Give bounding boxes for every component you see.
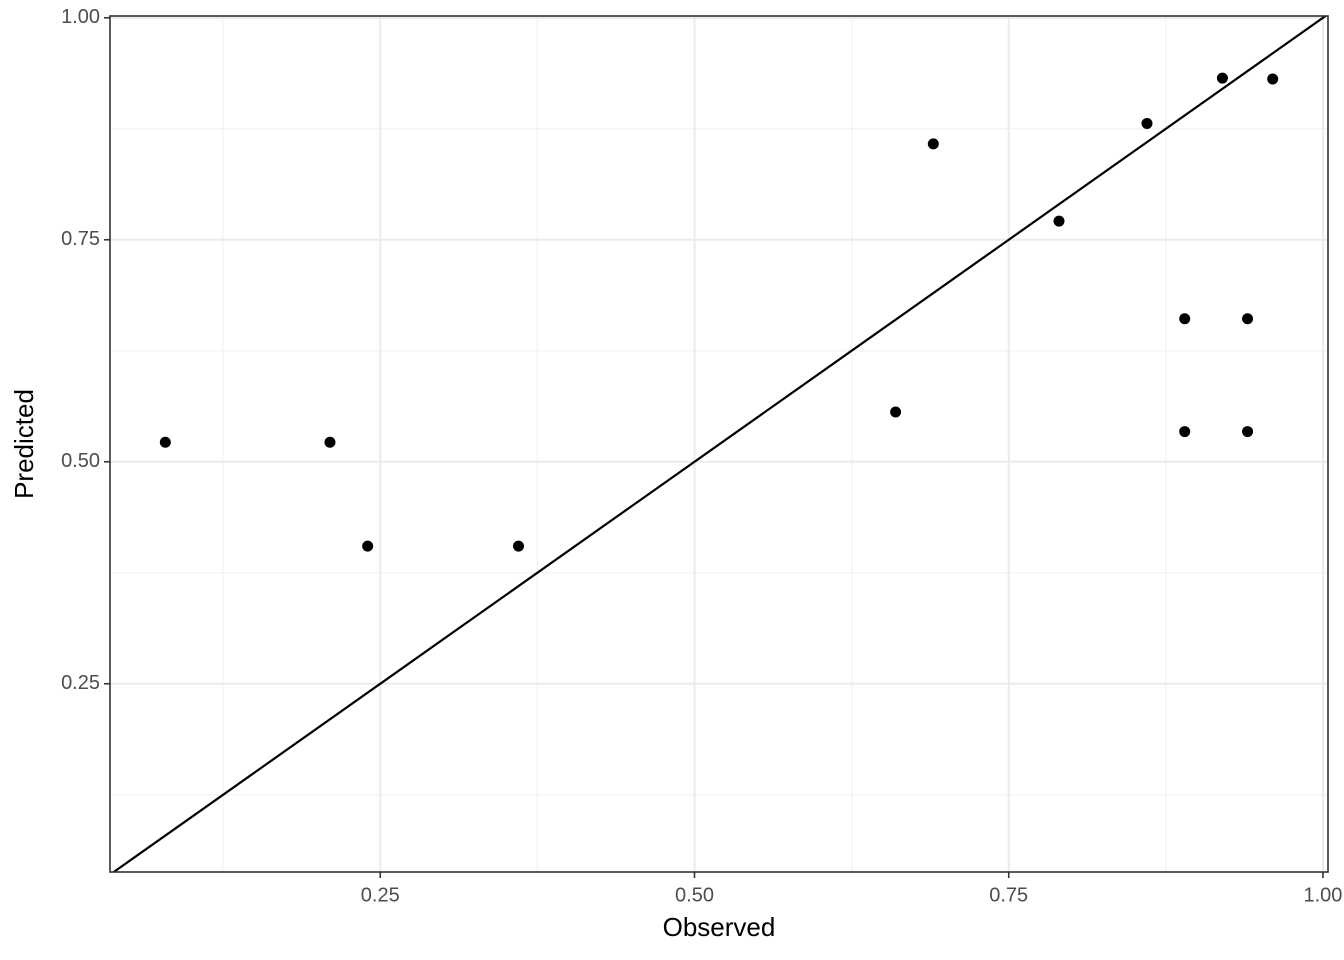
- point: [1216, 72, 1228, 84]
- x-tick-label: 0.75: [989, 884, 1028, 906]
- y-tick-label: 0.75: [61, 228, 100, 250]
- point: [890, 406, 902, 418]
- marks: [111, 16, 1328, 872]
- point: [1179, 426, 1191, 438]
- point: [1242, 313, 1254, 325]
- identity-line: [111, 16, 1328, 872]
- x-axis-title: Observed: [663, 912, 776, 942]
- x-tick-label: 1.00: [1304, 884, 1343, 906]
- point: [1242, 426, 1254, 438]
- x-tick-label: 0.25: [361, 884, 400, 906]
- y-axis-title: Predicted: [9, 389, 39, 499]
- point: [513, 540, 525, 552]
- panel-border: [109, 15, 1329, 873]
- grid: [110, 16, 1328, 872]
- point: [927, 138, 939, 150]
- point: [159, 436, 171, 448]
- point: [324, 436, 336, 448]
- point: [1053, 215, 1065, 227]
- point: [1179, 313, 1191, 325]
- point: [1141, 117, 1153, 129]
- x-tick-label: 0.50: [675, 884, 714, 906]
- y-tick-label: 1.00: [61, 6, 100, 28]
- y-tick-label: 0.50: [61, 450, 100, 472]
- y-tick-label: 0.25: [61, 672, 100, 694]
- point: [362, 540, 374, 552]
- point: [1267, 73, 1279, 85]
